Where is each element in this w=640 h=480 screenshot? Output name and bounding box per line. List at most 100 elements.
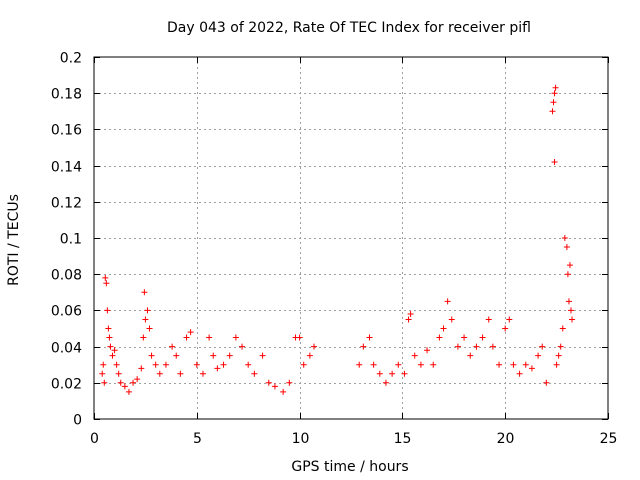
data-point xyxy=(138,365,145,372)
plot-frame xyxy=(93,56,609,420)
data-point xyxy=(280,388,287,395)
data-point xyxy=(104,307,111,314)
data-point xyxy=(102,274,109,281)
data-point xyxy=(559,325,566,332)
data-point xyxy=(206,334,213,341)
y-tick-label: 0.12 xyxy=(51,196,82,212)
y-tick-label: 0.1 xyxy=(60,232,82,248)
data-point xyxy=(245,361,252,368)
data-point xyxy=(376,370,383,377)
data-point xyxy=(436,334,443,341)
data-point xyxy=(99,370,106,377)
data-point xyxy=(444,298,451,305)
data-point xyxy=(566,262,573,269)
data-point xyxy=(448,316,455,323)
data-point xyxy=(389,370,396,377)
data-point xyxy=(115,370,122,377)
data-point xyxy=(552,84,559,91)
x-tick-label: 5 xyxy=(193,431,202,447)
data-point xyxy=(296,334,303,341)
data-point xyxy=(516,370,523,377)
y-tick-label: 0.08 xyxy=(51,268,82,284)
data-point xyxy=(356,361,363,368)
data-point xyxy=(430,361,437,368)
data-point xyxy=(551,158,558,165)
data-point xyxy=(467,352,474,359)
data-point xyxy=(366,334,373,341)
data-point xyxy=(259,352,266,359)
data-point xyxy=(564,271,571,278)
data-point xyxy=(232,334,239,341)
chart-title: Day 043 of 2022, Rate Of TEC Index for r… xyxy=(167,20,531,36)
data-point xyxy=(549,108,556,115)
data-point xyxy=(152,361,159,368)
data-point xyxy=(101,379,108,386)
data-point xyxy=(479,334,486,341)
data-point xyxy=(265,379,272,386)
data-point xyxy=(417,361,424,368)
data-point xyxy=(563,244,570,251)
data-point xyxy=(142,316,149,323)
data-point xyxy=(565,298,572,305)
x-tick-label: 15 xyxy=(394,431,412,447)
data-point xyxy=(214,365,221,372)
data-point xyxy=(113,361,120,368)
data-point xyxy=(395,361,402,368)
data-point xyxy=(485,316,492,323)
data-point xyxy=(107,343,114,350)
data-point xyxy=(162,361,169,368)
data-point xyxy=(226,352,233,359)
data-point xyxy=(121,383,128,390)
data-point xyxy=(424,347,431,354)
data-point xyxy=(148,352,155,359)
data-point xyxy=(440,325,447,332)
data-point xyxy=(522,361,529,368)
data-point xyxy=(286,379,293,386)
y-tick-label: 0.02 xyxy=(51,377,82,393)
data-point xyxy=(103,280,110,287)
axis-ticks: 0 5 10 15 20 25 0 0.02 0.04 0.06 0.08 0.1 0.12 0.14 0.… xyxy=(51,51,618,448)
data-point xyxy=(535,352,542,359)
data-point xyxy=(169,343,176,350)
x-tick-label: 10 xyxy=(292,431,310,447)
data-point xyxy=(528,365,535,372)
data-point xyxy=(405,316,412,323)
data-point xyxy=(111,347,118,354)
data-point xyxy=(569,316,576,323)
data-point xyxy=(407,311,414,318)
data-point xyxy=(553,361,560,368)
data-point xyxy=(144,307,151,314)
data-point xyxy=(510,361,517,368)
data-point xyxy=(543,379,550,386)
data-point xyxy=(539,343,546,350)
data-point xyxy=(156,370,163,377)
data-point xyxy=(551,90,558,97)
y-tick-label: 0.16 xyxy=(51,123,82,139)
data-point xyxy=(550,99,557,106)
data-point xyxy=(360,343,367,350)
data-point xyxy=(300,361,307,368)
data-point xyxy=(557,343,564,350)
data-point xyxy=(561,235,568,241)
data-point xyxy=(567,307,574,314)
data-point xyxy=(141,289,148,296)
data-point xyxy=(100,361,107,368)
data-point xyxy=(177,370,184,377)
y-tick-label: 0.04 xyxy=(51,341,82,357)
data-point xyxy=(461,334,468,341)
data-point xyxy=(239,343,246,350)
y-tick-label: 0 xyxy=(73,413,82,429)
data-point xyxy=(271,383,278,390)
data-point xyxy=(251,370,258,377)
data-point xyxy=(125,388,132,395)
data-point xyxy=(173,352,180,359)
data-point xyxy=(370,361,377,368)
data-point xyxy=(506,316,513,323)
y-tick-label: 0.18 xyxy=(51,87,82,103)
data-point xyxy=(187,329,194,336)
x-tick-label: 25 xyxy=(600,431,618,447)
y-tick-label: 0.2 xyxy=(60,51,82,67)
data-point xyxy=(382,379,389,386)
